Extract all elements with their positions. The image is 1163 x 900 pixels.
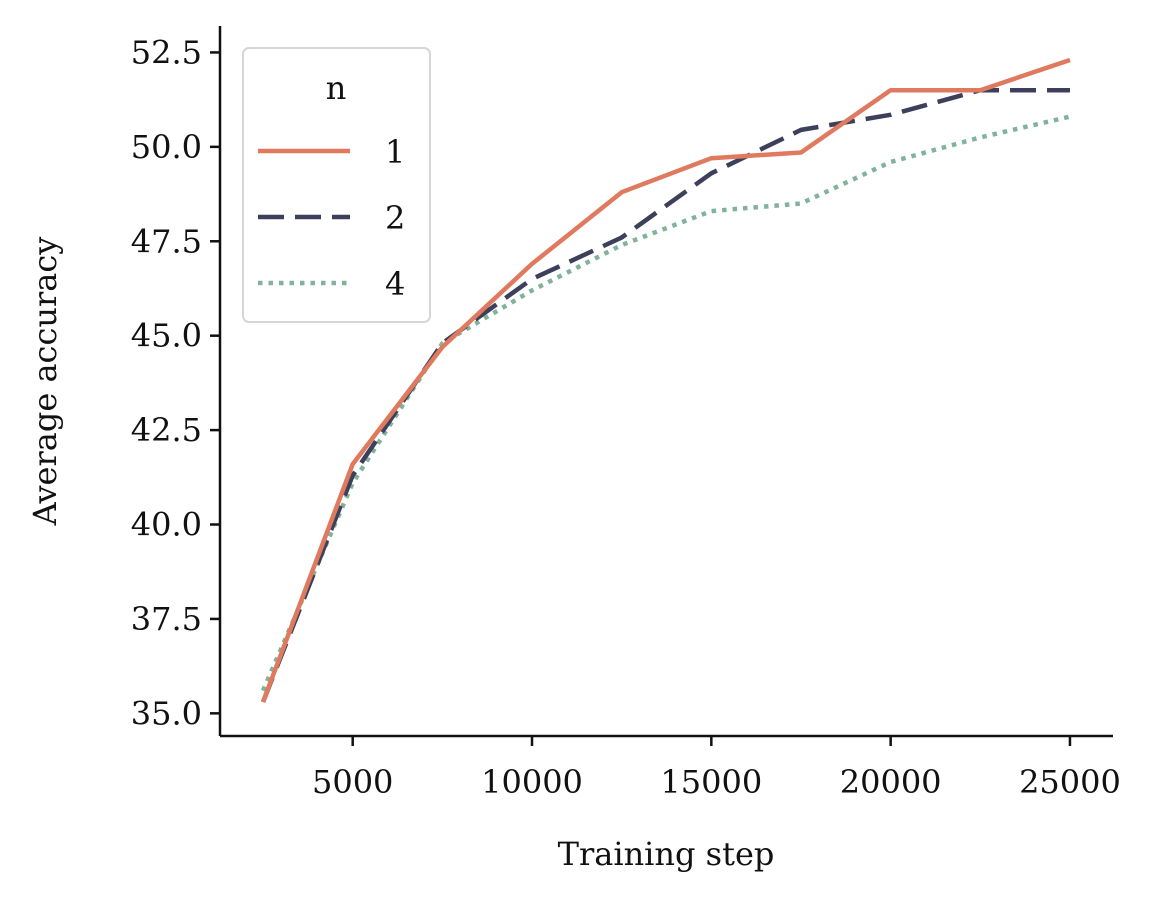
y-tick-label: 45.0 [131, 317, 202, 355]
legend-label-4: 4 [385, 265, 405, 303]
legend-label-1: 1 [385, 133, 405, 171]
x-tick-label: 25000 [1019, 763, 1121, 801]
series-line-2 [260, 87, 1070, 703]
y-tick-label: 35.0 [131, 694, 202, 732]
legend-label-2: 2 [385, 199, 405, 237]
x-tick-label: 5000 [312, 763, 393, 801]
x-tick-label: 15000 [660, 763, 762, 801]
x-tick-label: 20000 [840, 763, 942, 801]
legend-box [242, 47, 431, 323]
y-tick-label: 52.5 [131, 33, 202, 71]
y-axis-title: Average accuracy [26, 237, 64, 527]
x-tick-label: 10000 [481, 763, 583, 801]
series-line-4 [260, 114, 1071, 692]
y-ticks: 35.0 37.5 40.0 42.5 45.0 47.5 50.0 52.5 [131, 33, 220, 732]
legend-entries: 1 2 4 [258, 133, 405, 303]
legend-title: n [326, 69, 347, 107]
axes-layer [218, 26, 1113, 738]
legend: n 1 2 4 [242, 47, 431, 323]
y-tick-label: 37.5 [131, 600, 202, 638]
series-layer [260, 57, 1071, 703]
y-tick-label: 47.5 [131, 222, 202, 260]
series-line-1 [260, 57, 1071, 703]
y-tick-label: 42.5 [131, 411, 202, 449]
x-ticks: 5000 10000 15000 20000 25000 [312, 736, 1121, 801]
y-tick-label: 50.0 [131, 128, 202, 166]
x-axis-title: Training step [558, 835, 775, 873]
y-tick-label: 40.0 [131, 506, 202, 544]
